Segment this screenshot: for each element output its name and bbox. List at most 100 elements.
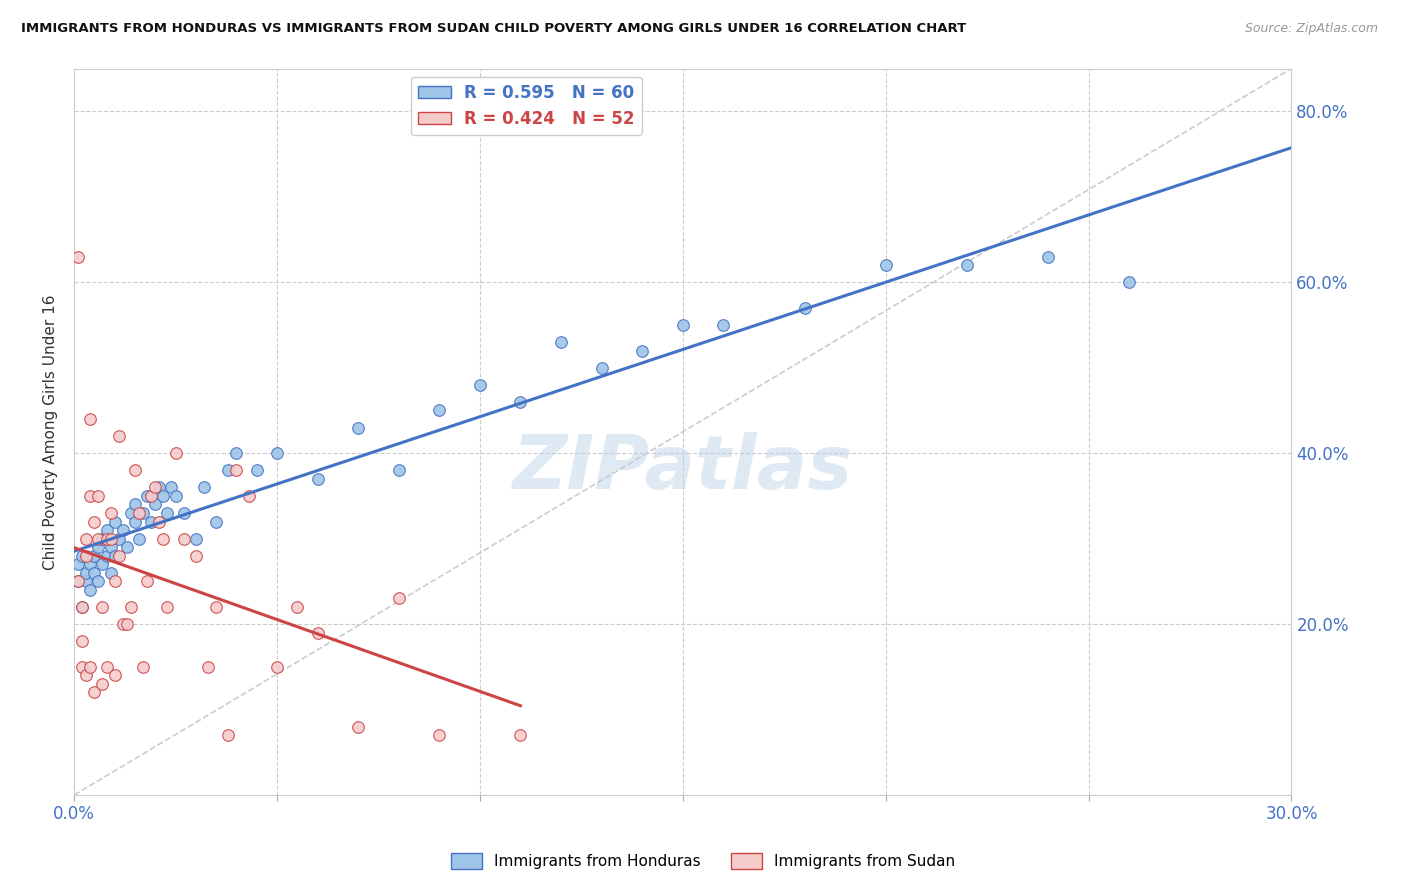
- Point: [107, 549, 129, 563]
- Point: [427, 728, 450, 742]
- Point: [100, 506, 122, 520]
- Point: [152, 489, 174, 503]
- Point: [217, 728, 239, 742]
- Point: [96, 549, 118, 563]
- Point: [152, 532, 174, 546]
- Point: [193, 480, 215, 494]
- Point: [156, 600, 179, 615]
- Point: [96, 532, 118, 546]
- Point: [388, 591, 411, 606]
- Point: [100, 532, 122, 546]
- Point: [427, 403, 450, 417]
- Point: [347, 420, 370, 434]
- Point: [124, 515, 146, 529]
- Point: [285, 600, 308, 615]
- Point: [143, 480, 166, 494]
- Point: [70, 600, 93, 615]
- Point: [120, 506, 142, 520]
- Point: [75, 532, 97, 546]
- Point: [132, 660, 155, 674]
- Point: [67, 574, 90, 589]
- Point: [217, 463, 239, 477]
- Point: [70, 549, 93, 563]
- Point: [205, 515, 228, 529]
- Point: [631, 343, 654, 358]
- Point: [173, 506, 195, 520]
- Point: [107, 429, 129, 443]
- Point: [509, 728, 531, 742]
- Point: [1036, 250, 1059, 264]
- Point: [115, 540, 138, 554]
- Point: [307, 625, 329, 640]
- Point: [141, 489, 163, 503]
- Point: [70, 660, 93, 674]
- Point: [96, 523, 118, 537]
- Point: [205, 600, 228, 615]
- Point: [141, 515, 163, 529]
- Point: [75, 574, 97, 589]
- Point: [67, 574, 90, 589]
- Point: [124, 498, 146, 512]
- Point: [91, 600, 114, 615]
- Point: [115, 617, 138, 632]
- Point: [875, 258, 897, 272]
- Point: [307, 472, 329, 486]
- Point: [79, 558, 101, 572]
- Point: [956, 258, 979, 272]
- Point: [107, 532, 129, 546]
- Point: [184, 549, 207, 563]
- Point: [468, 377, 491, 392]
- Point: [104, 549, 127, 563]
- Point: [104, 668, 127, 682]
- Point: [83, 515, 105, 529]
- Point: [79, 489, 101, 503]
- Point: [266, 446, 288, 460]
- Point: [197, 660, 219, 674]
- Point: [75, 549, 97, 563]
- Point: [128, 506, 150, 520]
- Point: [173, 532, 195, 546]
- Point: [83, 566, 105, 580]
- Point: [225, 446, 247, 460]
- Point: [91, 677, 114, 691]
- Point: [70, 634, 93, 648]
- Point: [67, 250, 90, 264]
- Point: [100, 566, 122, 580]
- Point: [225, 463, 247, 477]
- Point: [550, 334, 572, 349]
- Point: [238, 489, 260, 503]
- Text: ZIPatlas: ZIPatlas: [513, 432, 853, 505]
- Point: [75, 668, 97, 682]
- Legend: R = 0.595   N = 60, R = 0.424   N = 52: R = 0.595 N = 60, R = 0.424 N = 52: [411, 77, 641, 135]
- Point: [79, 660, 101, 674]
- Point: [246, 463, 269, 477]
- Point: [148, 480, 170, 494]
- Point: [132, 506, 155, 520]
- Point: [165, 489, 187, 503]
- Point: [75, 566, 97, 580]
- Point: [509, 395, 531, 409]
- Point: [83, 549, 105, 563]
- Point: [160, 480, 183, 494]
- Point: [87, 532, 110, 546]
- Point: [124, 463, 146, 477]
- Point: [156, 506, 179, 520]
- Point: [87, 489, 110, 503]
- Point: [136, 489, 159, 503]
- Legend: Immigrants from Honduras, Immigrants from Sudan: Immigrants from Honduras, Immigrants fro…: [444, 847, 962, 875]
- Point: [120, 600, 142, 615]
- Point: [91, 532, 114, 546]
- Point: [87, 574, 110, 589]
- Point: [672, 318, 695, 332]
- Point: [111, 523, 134, 537]
- Point: [388, 463, 411, 477]
- Point: [79, 582, 101, 597]
- Point: [104, 574, 127, 589]
- Point: [165, 446, 187, 460]
- Point: [711, 318, 734, 332]
- Text: IMMIGRANTS FROM HONDURAS VS IMMIGRANTS FROM SUDAN CHILD POVERTY AMONG GIRLS UNDE: IMMIGRANTS FROM HONDURAS VS IMMIGRANTS F…: [21, 22, 966, 36]
- Point: [266, 660, 288, 674]
- Point: [104, 515, 127, 529]
- Point: [1118, 275, 1140, 289]
- Point: [111, 617, 134, 632]
